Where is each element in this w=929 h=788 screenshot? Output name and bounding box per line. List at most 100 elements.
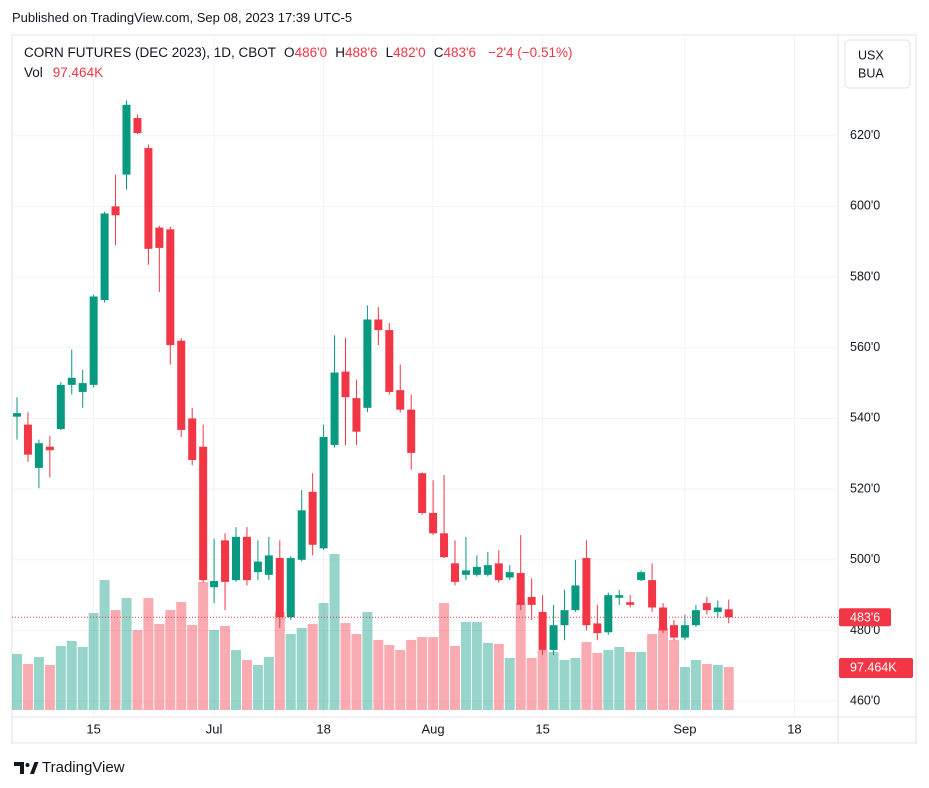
footer-brand: TradingView [42,759,125,776]
candle-body [78,383,87,392]
ohlc-value: 482'0 [393,45,426,60]
volume-bar [625,651,636,710]
volume-bar [296,627,307,710]
volume-bar [428,636,439,710]
candle-body [275,558,284,618]
chart-frame [11,34,917,744]
volume-bar [548,651,559,710]
volume-last: 97.464K [52,65,104,80]
x-tick-label: Sep [673,721,696,736]
candle-body [670,625,678,638]
volume-bar [406,639,417,710]
candle-body [396,390,405,410]
candle-body [483,565,492,575]
candle-body [199,446,208,581]
candle-body [286,558,295,618]
footer-logo [14,762,39,774]
x-tick-label: 18 [787,721,801,736]
volume-bar [712,664,723,710]
candle-body [155,227,164,248]
volume-bars [12,553,734,710]
candle-body [615,595,624,598]
published: Published on TradingView.com, Sep 08, 20… [12,10,353,25]
volume-bar [340,622,351,710]
ohlc-value: 488'6 [344,45,378,60]
candle-body [67,377,76,385]
volume-bar [176,601,187,710]
volume-bar [690,660,701,710]
candle-body [713,607,722,612]
y-tick-label: 540'0 [850,411,880,425]
candle-body [253,561,262,573]
x-tick-label: Jul [206,721,223,736]
candle-body [232,536,240,581]
volume-bar [570,657,581,710]
volume-bar [143,598,154,710]
candle-body [648,580,657,608]
volume-bar [351,633,362,710]
volume-bar [329,553,340,710]
candles [13,100,733,656]
volume-bar [417,636,428,710]
candle-body [111,206,120,216]
volume-bar [559,660,570,710]
candle-body [144,148,153,249]
volume-bar [647,633,658,710]
volume-bar [88,612,99,710]
grid [12,35,838,717]
volume-bar [274,612,285,710]
volume-bar [187,624,198,710]
y-tick-label: 580'0 [850,269,880,283]
candle-body [341,371,350,398]
volume-bar [241,660,252,710]
candle-body [505,572,514,578]
candle-body [89,296,98,385]
candle-body [100,213,109,301]
currency-box[interactable] [844,39,911,89]
candle-body [527,596,536,605]
x-tick-label: 15 [86,721,100,736]
candle-body [177,340,186,430]
volume-bar [99,580,110,710]
candle-body [210,581,219,588]
volume-bar [471,621,482,710]
x-tick-label: 15 [535,721,549,736]
volume-bar [450,645,460,710]
volume-bar [154,624,165,710]
x-tick-label: 18 [316,721,330,736]
volume-legend: Vol 97.464K [24,65,107,80]
symbol: CORN FUTURES (DEC 2023), 1D, CBOT [24,45,277,60]
volume-bar [165,609,176,710]
candle-body [133,118,142,134]
unit: BUA [858,66,884,80]
ohlc-label: L [385,45,394,60]
ohlc-label: H [335,45,345,60]
x-tick-label: Aug [422,721,445,736]
volume-bar [482,642,493,710]
candle-body [385,330,394,392]
candle-body [374,319,383,331]
candle-body [604,595,613,633]
candle-body [429,512,438,534]
candle-body [571,585,580,611]
candle-body [297,510,306,560]
volume-bar [384,645,395,710]
volume-bar [231,649,241,710]
volume-bar [395,649,406,710]
candle-body [308,491,317,545]
volume-bar [362,612,373,710]
volume-bar [603,649,614,710]
volume-bar [318,603,329,710]
volume-bar [614,646,625,710]
volume-bar [110,609,121,710]
candle-body [418,473,427,513]
ohlc-label: C [433,45,444,60]
candle-body [166,229,175,346]
legend-line: CORN FUTURES (DEC 2023), 1D, CBOT O486'0 H… [24,45,576,60]
y-tick-label: 560'0 [850,340,880,354]
y-tick-label: 480'0 [850,623,880,637]
candle-body [451,563,459,582]
y-tick-label: 520'0 [850,481,880,495]
ohlc-label: O [284,45,295,60]
candle-body [440,533,449,558]
